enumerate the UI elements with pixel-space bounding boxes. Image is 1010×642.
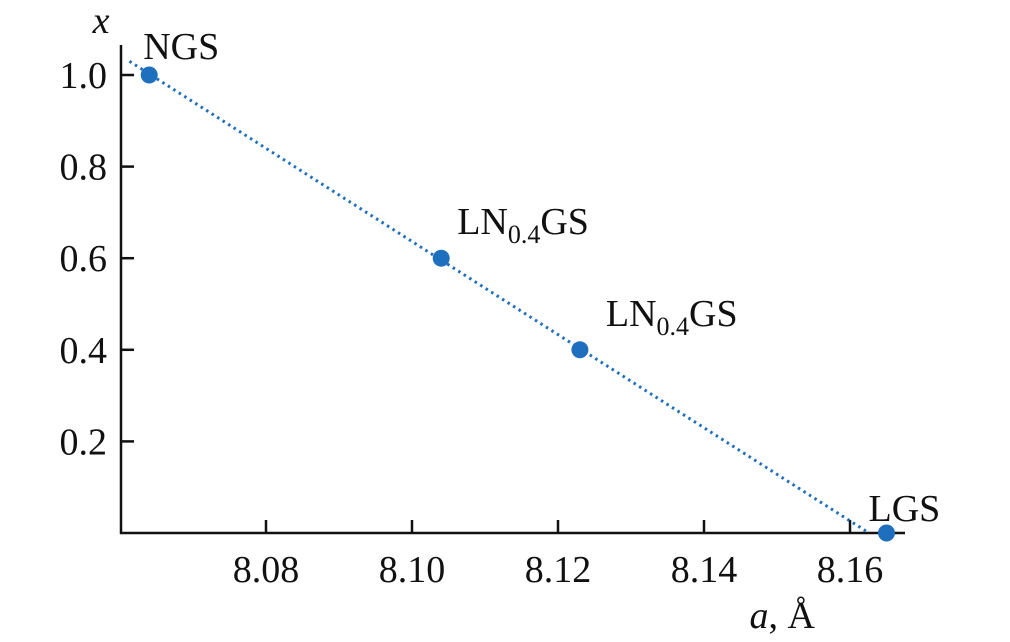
point-label-main: LN — [606, 293, 657, 335]
y-tick-label: 0.6 — [60, 238, 108, 280]
data-point — [432, 249, 450, 267]
point-label-tail: GS — [540, 201, 589, 243]
y-tick-label: 1.0 — [60, 55, 108, 97]
point-label-tail: GS — [689, 293, 738, 335]
x-ticks — [264, 520, 852, 533]
x-tick-label: 8.08 — [233, 549, 300, 591]
x-tick-label: 8.14 — [671, 549, 738, 591]
data-point-label: LN0.4GS — [457, 201, 589, 249]
y-tick-label: 0.4 — [60, 330, 108, 372]
data-point — [878, 524, 895, 542]
x-tick-label: 8.16 — [817, 549, 884, 591]
y-tick-labels: 0.2 0.4 0.6 0.8 1.0 — [60, 55, 108, 463]
data-point-label: NGS — [143, 26, 219, 68]
y-tick-label: 0.2 — [60, 421, 108, 463]
x-tick-label: 8.10 — [379, 549, 446, 591]
point-label-subscript: 0.4 — [508, 220, 541, 249]
point-label-subscript: 0.4 — [657, 312, 690, 341]
data-points — [140, 66, 895, 542]
point-label-main: NGS — [143, 26, 219, 68]
data-point — [571, 341, 589, 359]
data-point-label: LN0.4GS — [606, 293, 738, 341]
x-axis-title-unit: , Å — [769, 595, 816, 637]
data-point-label: LGS — [869, 488, 941, 530]
point-label-main: LGS — [869, 488, 941, 530]
x-tick-label: 8.12 — [525, 549, 592, 591]
data-point — [140, 66, 158, 84]
y-tick-label: 0.8 — [60, 147, 108, 189]
x-tick-labels: 8.08 8.10 8.12 8.14 8.16 — [233, 549, 884, 591]
x-axis: 8.08 8.10 8.12 8.14 8.16 a, Å — [120, 520, 905, 637]
x-axis-title-variable: a — [750, 595, 769, 637]
x-axis-title: a, Å — [750, 595, 816, 637]
y-ticks — [121, 73, 134, 443]
y-axis: 0.2 0.4 0.6 0.8 1.0 x — [60, 0, 134, 534]
point-label-main: LN — [457, 201, 508, 243]
y-axis-title: x — [92, 0, 110, 42]
fit-line — [128, 59, 870, 535]
